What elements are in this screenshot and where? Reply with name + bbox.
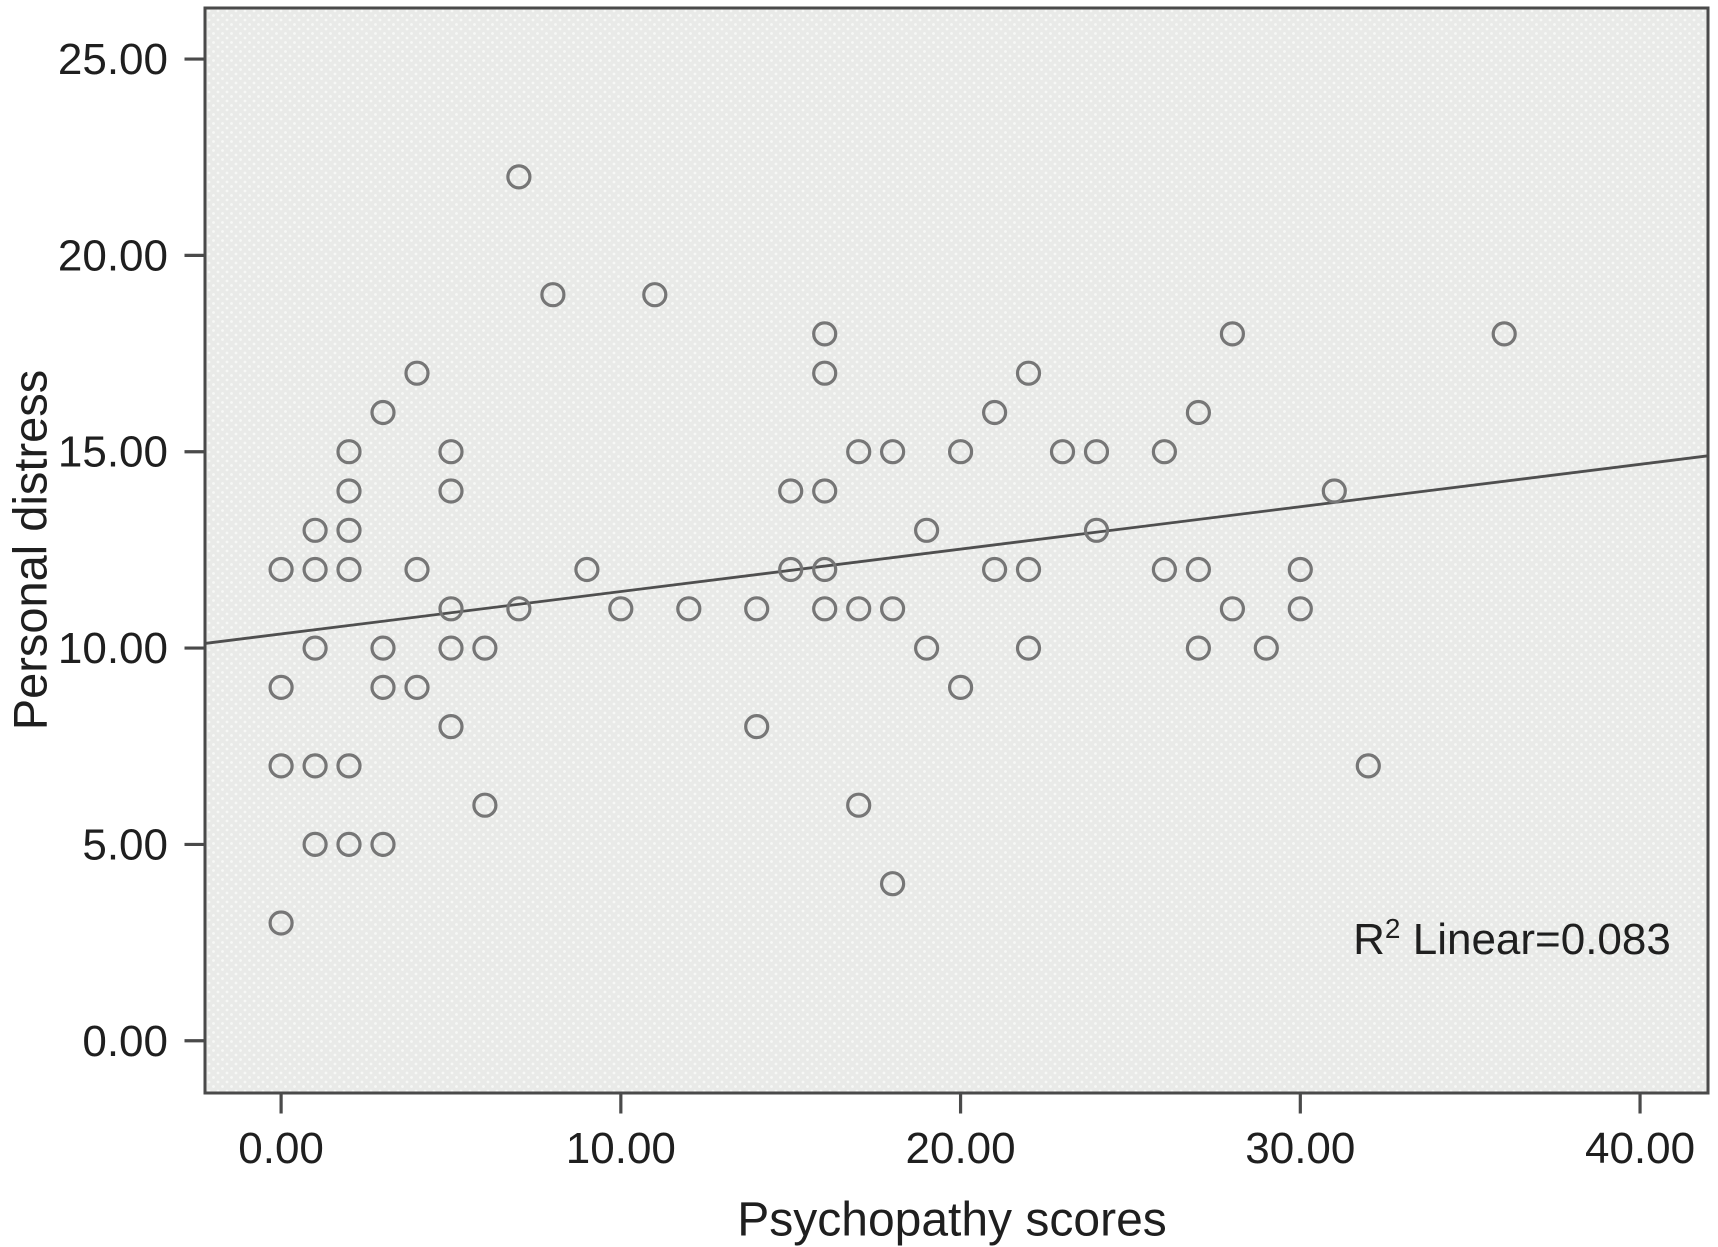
data-point [404,556,430,583]
data-point [913,517,940,543]
data-point [1049,439,1076,465]
y-axis-tick-label: 15.00 [58,428,168,477]
data-point [1015,360,1042,386]
data-point [778,556,804,583]
data-point [472,635,498,661]
data-point [1491,321,1517,347]
data-point [302,556,328,583]
data-point [744,713,770,740]
data-point [812,321,838,347]
data-point [1083,439,1110,465]
data-point [1287,556,1313,583]
data-point [438,635,464,661]
data-point [472,792,498,818]
data-point [812,596,838,622]
data-point [370,831,396,858]
data-point [404,360,430,386]
y-axis-tick-label: 10.00 [58,624,168,673]
x-axis-tick-label: 40.00 [1585,1124,1695,1173]
data-point [302,753,328,779]
data-point [438,439,464,465]
data-point [642,282,668,308]
data-point [812,556,838,583]
r-squared-exponent: 2 [1384,913,1401,944]
data-point [879,596,906,622]
data-point [438,713,464,740]
data-point [336,517,362,543]
data-point [1151,556,1178,583]
data-point [879,871,906,897]
data-point [302,517,328,543]
y-axis-title: Personal distress [3,369,57,731]
data-point [438,478,464,504]
y-axis-tick-label: 0.00 [82,1017,168,1066]
data-point [506,164,532,190]
data-point [981,399,1008,426]
data-point [1015,556,1042,583]
data-point [1015,635,1042,661]
r-squared-base: R [1353,915,1385,964]
x-axis-tick-label: 20.00 [906,1124,1016,1173]
data-point [404,674,430,701]
data-point [438,596,464,622]
data-point [812,478,838,504]
data-point [1151,439,1178,465]
data-point [1321,478,1347,504]
x-axis-tick-label: 10.00 [566,1124,676,1173]
y-axis-tick-label: 20.00 [58,231,168,280]
data-point [981,556,1008,583]
data-point [846,792,872,818]
y-axis-tick-label: 25.00 [58,35,168,84]
data-point [268,556,294,583]
data-point [676,596,702,622]
data-point [268,753,294,779]
data-point [1219,596,1246,622]
data-point [302,831,328,858]
data-point [947,674,974,701]
plot-border [203,6,1710,1095]
data-point [1219,321,1246,347]
x-axis-tick-label: 30.00 [1245,1124,1355,1173]
data-point [1287,596,1313,622]
data-point [574,556,600,583]
data-point [744,596,770,622]
data-point [370,674,396,701]
data-point [268,674,294,701]
data-point [336,753,362,779]
data-point [778,478,804,504]
data-point [336,556,362,583]
r-squared-value-text: Linear=0.083 [1400,915,1671,964]
data-point [506,596,532,622]
x-axis-tick-label: 0.00 [238,1124,324,1173]
x-axis-title: Psychopathy scores [737,1193,1167,1247]
data-point [1185,399,1212,426]
data-point [1355,753,1381,779]
data-point [336,439,362,465]
data-point [947,439,974,465]
data-point [1083,517,1110,543]
data-point [268,910,294,936]
data-point [1185,556,1212,583]
data-point [302,635,328,661]
data-point [336,478,362,504]
data-point [879,439,906,465]
data-point [913,635,940,661]
data-point [1185,635,1212,661]
data-point [370,399,396,426]
data-point [370,635,396,661]
regression-line [204,454,1709,645]
data-point [846,596,872,622]
data-point [540,282,566,308]
data-point [812,360,838,386]
data-point [336,831,362,858]
data-point [846,439,872,465]
data-point [1253,635,1279,661]
y-axis-tick-label: 5.00 [82,820,168,869]
r-squared-annotation: R2 Linear=0.083 [1353,913,1671,965]
data-point [608,596,634,622]
